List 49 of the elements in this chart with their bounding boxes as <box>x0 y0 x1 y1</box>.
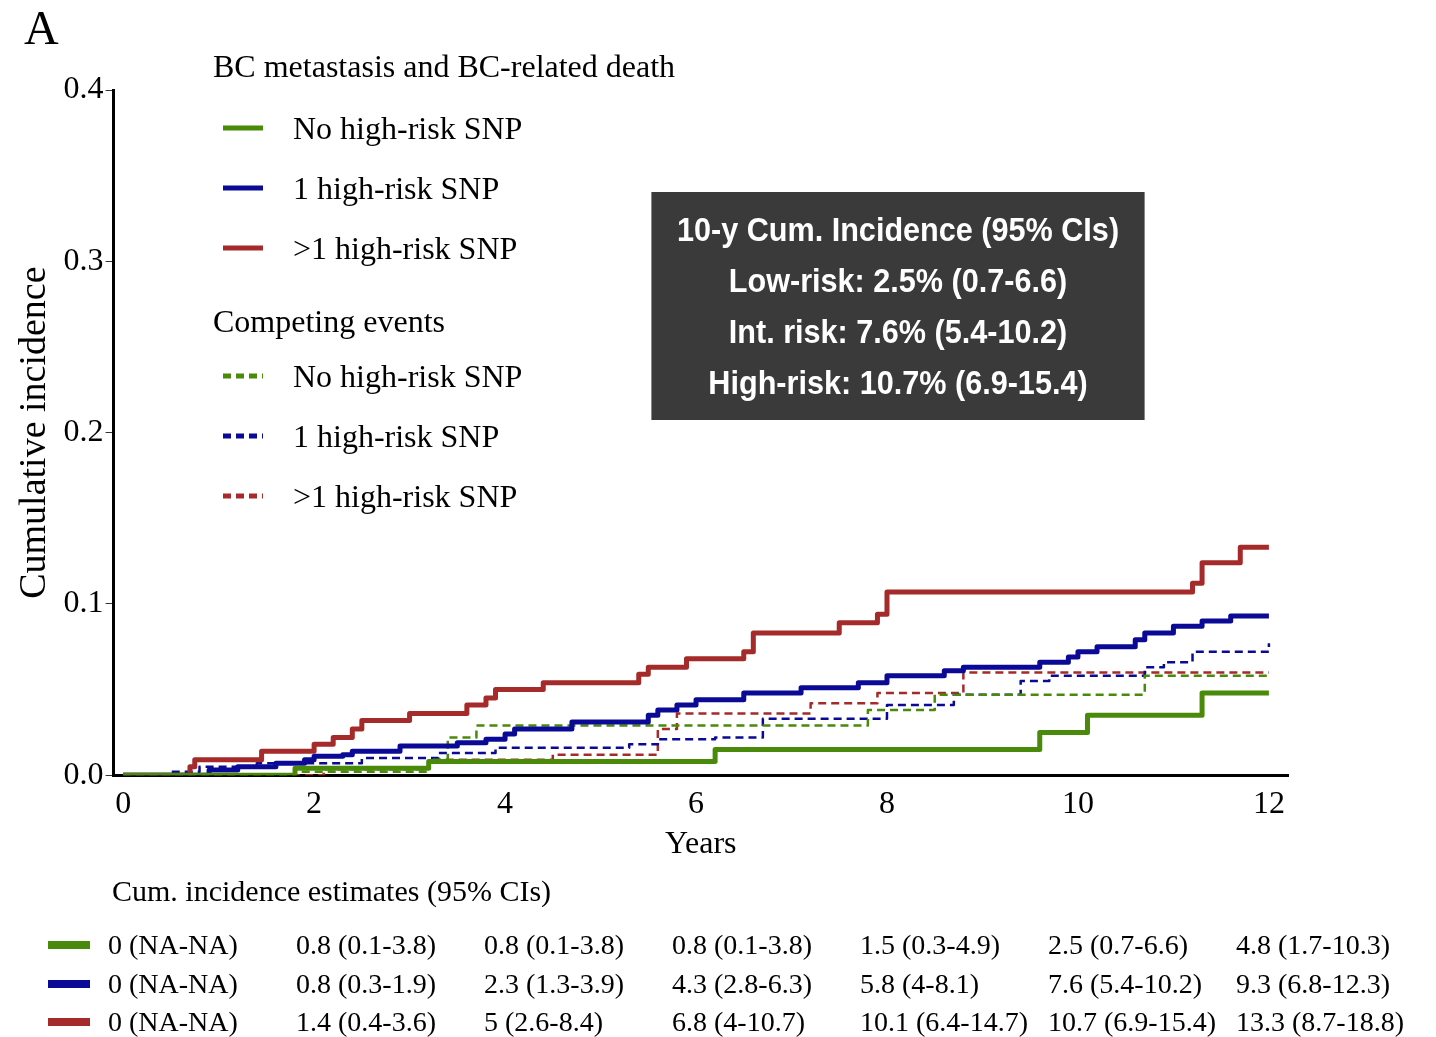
text: 0.8 (0.3-1.9) <box>296 967 437 1000</box>
annotation: Int. risk: 7.6% (5.4-10.2) <box>727 311 1069 352</box>
text: 0 (NA-NA) <box>108 1006 239 1037</box>
text: 10.7 (6.9-15.4) <box>1048 1006 1217 1037</box>
text: 0 (NA-NA) <box>108 929 239 962</box>
legend-label: No high-risk SNP <box>293 109 523 147</box>
text: 0 (NA-NA) <box>108 967 239 1000</box>
text: 6.8 (4-10.7) <box>672 1006 806 1037</box>
legend-label: No high-risk SNP <box>293 357 523 395</box>
text: 1.4 (0.4-3.6) <box>296 1006 437 1037</box>
legend-label: 1 high-risk SNP <box>293 169 500 207</box>
legend-title: BC metastasis and BC-related death <box>213 48 676 86</box>
text: Cum. incidence estimates (95% CIs) <box>112 874 552 908</box>
x-tick-label: 12 <box>1252 783 1285 820</box>
y-tick-label: 0.2 <box>63 412 104 449</box>
text: 10.1 (6.4-14.7) <box>860 1006 1029 1037</box>
x-tick-label: 10 <box>1061 783 1094 820</box>
chart-title: A <box>24 0 59 55</box>
legend-label: >1 high-risk SNP <box>293 477 518 515</box>
y-tick-label: 0.4 <box>63 69 104 106</box>
text: 0.8 (0.1-3.8) <box>296 929 437 962</box>
text: 13.3 (8.7-18.8) <box>1236 1006 1405 1037</box>
text: 2.3 (1.3-3.9) <box>484 967 625 1000</box>
text: 2.5 (0.7-6.6) <box>1048 929 1189 962</box>
text: 4.8 (1.7-10.3) <box>1236 929 1391 962</box>
text: 5.8 (4-8.1) <box>860 967 980 1000</box>
x-tick-label: 0 <box>115 783 132 820</box>
x-tick-label: 4 <box>497 783 514 820</box>
text: 0.8 (0.1-3.8) <box>672 929 813 962</box>
text: 4.3 (2.8-6.3) <box>672 967 813 1000</box>
x-tick-label: 2 <box>306 783 323 820</box>
text: 0.8 (0.1-3.8) <box>484 929 625 962</box>
annotation: Competing events <box>213 301 446 341</box>
x-axis-title: Years <box>665 824 737 861</box>
text: 5 (2.6-8.4) <box>484 1006 604 1037</box>
y-tick-label: 0.1 <box>63 583 104 620</box>
text: 7.6 (5.4-10.2) <box>1048 967 1203 1000</box>
y-tick-label: 0.3 <box>63 240 104 277</box>
legend-label: 1 high-risk SNP <box>293 417 500 455</box>
text: 1.5 (0.3-4.9) <box>860 929 1001 962</box>
y-tick-label: 0.0 <box>63 754 104 791</box>
y-axis-title: Cumulative incidence <box>10 266 53 599</box>
x-tick-label: 8 <box>878 783 895 820</box>
annotation: Low-risk: 2.5% (0.7-6.6) <box>727 260 1069 301</box>
legend-label: >1 high-risk SNP <box>293 229 518 267</box>
annotation: High-risk: 10.7% (6.9-15.4) <box>707 362 1089 403</box>
x-tick-label: 6 <box>688 783 705 820</box>
annotation: 10-y Cum. Incidence (95% CIs) <box>675 209 1121 250</box>
text: 9.3 (6.8-12.3) <box>1236 967 1391 1000</box>
